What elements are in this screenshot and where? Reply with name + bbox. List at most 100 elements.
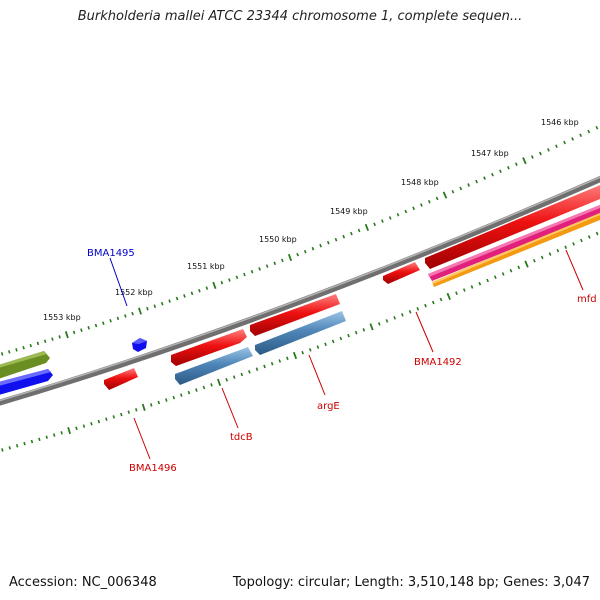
inner-scale-tick (369, 323, 374, 331)
outer-scale-tick (80, 328, 83, 332)
outer-scale-tick (483, 176, 486, 180)
inner-scale-tick (270, 361, 274, 366)
inner-scale-tick (517, 265, 521, 270)
outer-scale-tick (388, 216, 392, 220)
outer-scale-tick (364, 223, 370, 232)
inner-scale-tick (157, 400, 161, 405)
outer-scale-tick (131, 311, 134, 316)
outer-scale-tick (235, 275, 239, 280)
inner-scale-tick (172, 395, 176, 400)
inner-scale-tick (263, 364, 266, 369)
leader-tdcb (221, 387, 239, 429)
gene-red-forward-2[interactable] (250, 294, 340, 336)
outer-scale-tick (29, 343, 32, 348)
inner-scale-tick (548, 252, 552, 256)
outer-scale-tick (499, 169, 502, 174)
inner-scale-tick (532, 258, 536, 263)
inner-scale-tick (60, 431, 63, 435)
inner-scale-tick (439, 297, 443, 302)
outer-scale-tick (250, 269, 254, 274)
gene-red-forward-long[interactable] (425, 183, 600, 269)
inner-scale-tick (324, 342, 327, 347)
gene-olive-left[interactable] (0, 351, 50, 380)
inner-scale-tick (52, 433, 56, 437)
outer-scale-tick (491, 172, 494, 177)
outer-scale-tick (303, 249, 307, 254)
inner-scale-tick (23, 441, 26, 446)
gene-blue-left[interactable] (0, 369, 53, 396)
outer-scale-tick (168, 299, 171, 303)
outer-scale-tick (571, 137, 575, 141)
gene-bma1496[interactable] (104, 368, 138, 390)
outer-scale-tick (467, 183, 471, 187)
outer-scale-tick (58, 335, 61, 339)
inner-scale-tick (141, 403, 146, 411)
inner-scale-tick (564, 245, 568, 250)
outer-scale-tick (538, 151, 542, 156)
leader-mfd (565, 249, 584, 291)
inner-scale-tick (240, 372, 244, 377)
inner-scale-tick (1, 448, 4, 452)
inner-scale-tick (416, 307, 420, 311)
inner-scale-tick (165, 398, 168, 402)
inner-scale-tick (232, 375, 236, 379)
genome-summary-text: Topology: circular; Length: 3,510,148 bp… (232, 575, 590, 590)
outer-scale-tick (334, 237, 338, 242)
inner-scale-tick (316, 345, 320, 349)
gene-tdcb[interactable] (175, 347, 253, 385)
outer-scale-tick (350, 231, 353, 236)
label-mfd[interactable]: mfd (577, 294, 597, 305)
outer-scale-tick (36, 341, 40, 346)
inner-scale-tick (431, 300, 435, 305)
leader-bma1496 (133, 417, 151, 460)
inner-scale-tick (524, 260, 529, 268)
inner-scale-tick (362, 328, 366, 332)
inner-scale-tick (90, 422, 93, 426)
inner-scale-tick (45, 435, 48, 439)
inner-scale-tick (486, 278, 489, 283)
inner-scale-tick (187, 390, 191, 395)
outer-scale-tick (94, 323, 98, 328)
gene-arge[interactable] (255, 311, 346, 355)
map-title: Burkholderia mallei ATCC 23344 chromosom… (77, 9, 523, 24)
outer-scale-tick (287, 253, 293, 262)
gene-red-forward-3[interactable] (383, 262, 420, 284)
inner-scale-tick (478, 281, 482, 286)
outer-scale-tick (357, 228, 361, 233)
label-tdcb[interactable]: tdcB (230, 432, 253, 443)
label-arge[interactable]: argE (317, 401, 340, 412)
label-bma1495[interactable]: BMA1495 (87, 248, 135, 259)
outer-scale-tick (435, 196, 439, 201)
gene-magenta[interactable] (428, 203, 600, 281)
label-bma1496[interactable]: BMA1496 (129, 463, 177, 474)
outer-scale-tick (273, 261, 277, 266)
inner-scale-tick (255, 367, 259, 371)
inner-scale-tick (393, 316, 396, 320)
outer-scale-tick (427, 199, 431, 204)
inner-scale-tick (331, 339, 335, 344)
inner-scale-tick (408, 310, 412, 314)
inner-scale-tick (210, 383, 213, 387)
gene-red-forward-1[interactable] (171, 329, 247, 366)
scale-label-1548: 1548 kbp (401, 178, 439, 187)
outer-scale-tick (326, 240, 330, 245)
outer-scale-tick (220, 280, 224, 285)
label-bma1492[interactable]: BMA1492 (414, 357, 462, 368)
outer-scale-tick (396, 212, 400, 217)
outer-scale-tick (183, 294, 186, 298)
outer-scale-tick (311, 246, 315, 251)
scale-label-1552: 1552 kbp (115, 288, 153, 297)
inner-scale-tick (105, 417, 108, 421)
inner-scale-tick (446, 292, 451, 300)
inner-scale-tick (217, 378, 222, 386)
outer-scale-tick (563, 140, 566, 145)
outer-scale-tick (51, 337, 54, 341)
inner-scale-tick (462, 288, 466, 292)
outer-scale-tick (146, 306, 149, 311)
gene-orange[interactable] (432, 211, 600, 287)
outer-scale-tick (514, 162, 518, 167)
gene-bma1495[interactable] (132, 338, 147, 352)
outer-scale-tick (153, 304, 157, 308)
inner-scale-tick (97, 419, 101, 424)
